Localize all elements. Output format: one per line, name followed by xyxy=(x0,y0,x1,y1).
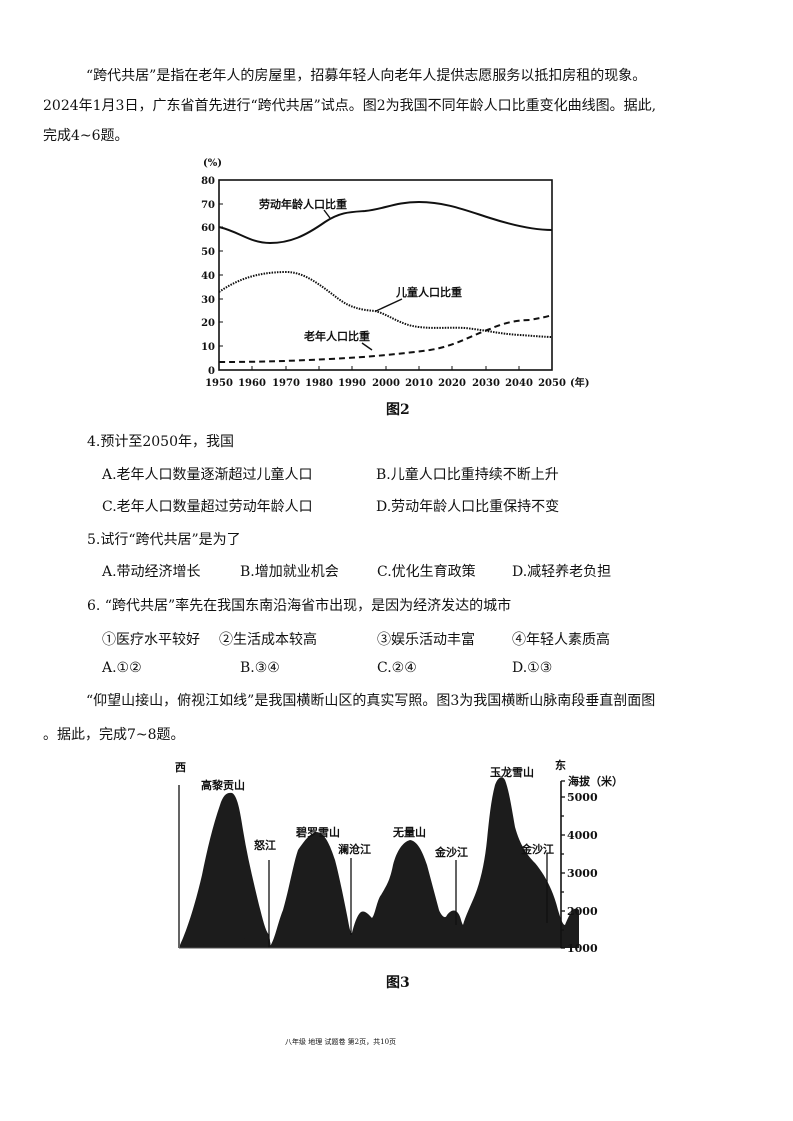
question-4-stem: 4.预计至2050年，我国 xyxy=(87,434,234,450)
svg-text:40: 40 xyxy=(201,271,215,282)
question-6-option-d[interactable]: D.①③ xyxy=(512,660,553,676)
children-label: 儿童人口比重 xyxy=(395,285,462,299)
intro-line-2: 2024年1月3日，广东省首先进行“跨代共居”试点。图2为我国不同年龄人口比重变… xyxy=(43,98,657,114)
elderly-line xyxy=(218,314,553,363)
question-6-stem: 6. “跨代共居”率先在我国东南沿海省市出现，是因为经济发达的城市 xyxy=(87,598,512,614)
peak-wuliang: 无量山 xyxy=(392,825,426,839)
svg-text:1960: 1960 xyxy=(238,378,266,389)
svg-text:30: 30 xyxy=(201,295,215,306)
question-6-item-1: ①医疗水平较好 xyxy=(102,632,200,648)
terrain-silhouette xyxy=(180,777,579,948)
svg-text:2030: 2030 xyxy=(472,378,500,389)
svg-text:50: 50 xyxy=(201,247,215,258)
svg-text:2000: 2000 xyxy=(372,378,400,389)
intro2-line-1: “仰望山接山，俯视江如线”是我国横断山区的真实写照。图3为我国横断山脉南段垂直剖… xyxy=(86,693,656,709)
question-4-option-c[interactable]: C.老年人口数量超过劳动年龄人口 xyxy=(102,499,313,515)
question-5-option-a[interactable]: A.带动经济增长 xyxy=(102,564,201,580)
question-5-option-c[interactable]: C.优化生育政策 xyxy=(377,564,476,580)
svg-text:2020: 2020 xyxy=(438,378,466,389)
river-jinsha-2: 金沙江 xyxy=(520,842,554,856)
figure-2-chart: (%) 80 70 60 50 40 30 20 10 0 1950 1960 … xyxy=(201,158,589,389)
west-label: 西 xyxy=(175,761,186,774)
svg-text:1990: 1990 xyxy=(338,378,366,389)
question-6-item-4: ④年轻人素质高 xyxy=(512,632,610,648)
tick-4000: 4000 xyxy=(567,829,598,842)
intro2-line-2: 。据此，完成7~8题。 xyxy=(43,727,185,743)
svg-text:20: 20 xyxy=(201,318,215,329)
working-age-label: 劳动年龄人口比重 xyxy=(259,197,347,211)
figure-2-caption: 图2 xyxy=(386,402,410,418)
svg-text:10: 10 xyxy=(201,342,215,353)
svg-text:2040: 2040 xyxy=(505,378,533,389)
svg-text:2010: 2010 xyxy=(405,378,433,389)
river-lancang: 澜沧江 xyxy=(338,842,371,856)
altitude-axis-title: 海拔（米） xyxy=(568,774,623,788)
question-6-option-c[interactable]: C.②④ xyxy=(377,660,417,676)
svg-text:70: 70 xyxy=(201,200,215,211)
children-line xyxy=(218,270,553,338)
tick-5000: 5000 xyxy=(567,791,598,804)
tick-2000: 2000 xyxy=(567,905,598,918)
tick-3000: 3000 xyxy=(567,867,598,880)
peak-yulong: 玉龙雪山 xyxy=(490,765,534,779)
elderly-label: 老年人口比重 xyxy=(303,329,370,343)
question-5-option-b[interactable]: B.增加就业机会 xyxy=(240,564,339,580)
svg-text:1950: 1950 xyxy=(205,378,233,389)
river-jinsha-1: 金沙江 xyxy=(434,845,468,859)
figure-3-caption: 图3 xyxy=(386,975,410,991)
page-footer: 八年级 地理 试题卷 第2页，共10页 xyxy=(285,1038,397,1046)
question-4-option-a[interactable]: A.老年人口数量逐渐超过儿童人口 xyxy=(102,467,313,483)
question-6-item-3: ③娱乐活动丰富 xyxy=(377,632,475,648)
question-6-item-2: ②生活成本较高 xyxy=(219,632,317,648)
question-5-option-d[interactable]: D.减轻养老负担 xyxy=(512,564,612,580)
svg-text:1980: 1980 xyxy=(305,378,333,389)
svg-text:2050: 2050 xyxy=(538,378,566,389)
figure-3-profile: 5000 4000 3000 2000 1000 海拔（米） 西 东 高黎贡山 … xyxy=(175,758,623,955)
east-label: 东 xyxy=(555,758,566,772)
svg-text:80: 80 xyxy=(201,176,215,187)
svg-text:60: 60 xyxy=(201,223,215,234)
question-6-option-b[interactable]: B.③④ xyxy=(240,660,280,676)
x-unit-label: (年) xyxy=(570,376,589,389)
intro-line-1: “跨代共居”是指在老年人的房屋里，招募年轻人向老年人提供志愿服务以抵扣房租的现象… xyxy=(86,68,647,84)
river-nujiang: 怒江 xyxy=(254,838,276,852)
tick-1000: 1000 xyxy=(567,942,598,955)
question-4-option-d[interactable]: D.劳动年龄人口比重保持不变 xyxy=(376,499,560,515)
svg-text:1970: 1970 xyxy=(272,378,300,389)
peak-gaoligong: 高黎贡山 xyxy=(201,778,245,792)
svg-text:0: 0 xyxy=(208,366,215,377)
question-6-option-a[interactable]: A.①② xyxy=(102,660,142,676)
peak-biluo: 碧罗雪山 xyxy=(295,825,340,839)
y-unit-label: (%) xyxy=(203,158,222,169)
question-4-option-b[interactable]: B.儿童人口比重持续不断上升 xyxy=(376,467,559,483)
intro-line-3: 完成4~6题。 xyxy=(43,128,129,144)
question-5-stem: 5.试行“跨代共居”是为了 xyxy=(87,532,241,548)
working-age-line xyxy=(218,200,553,245)
